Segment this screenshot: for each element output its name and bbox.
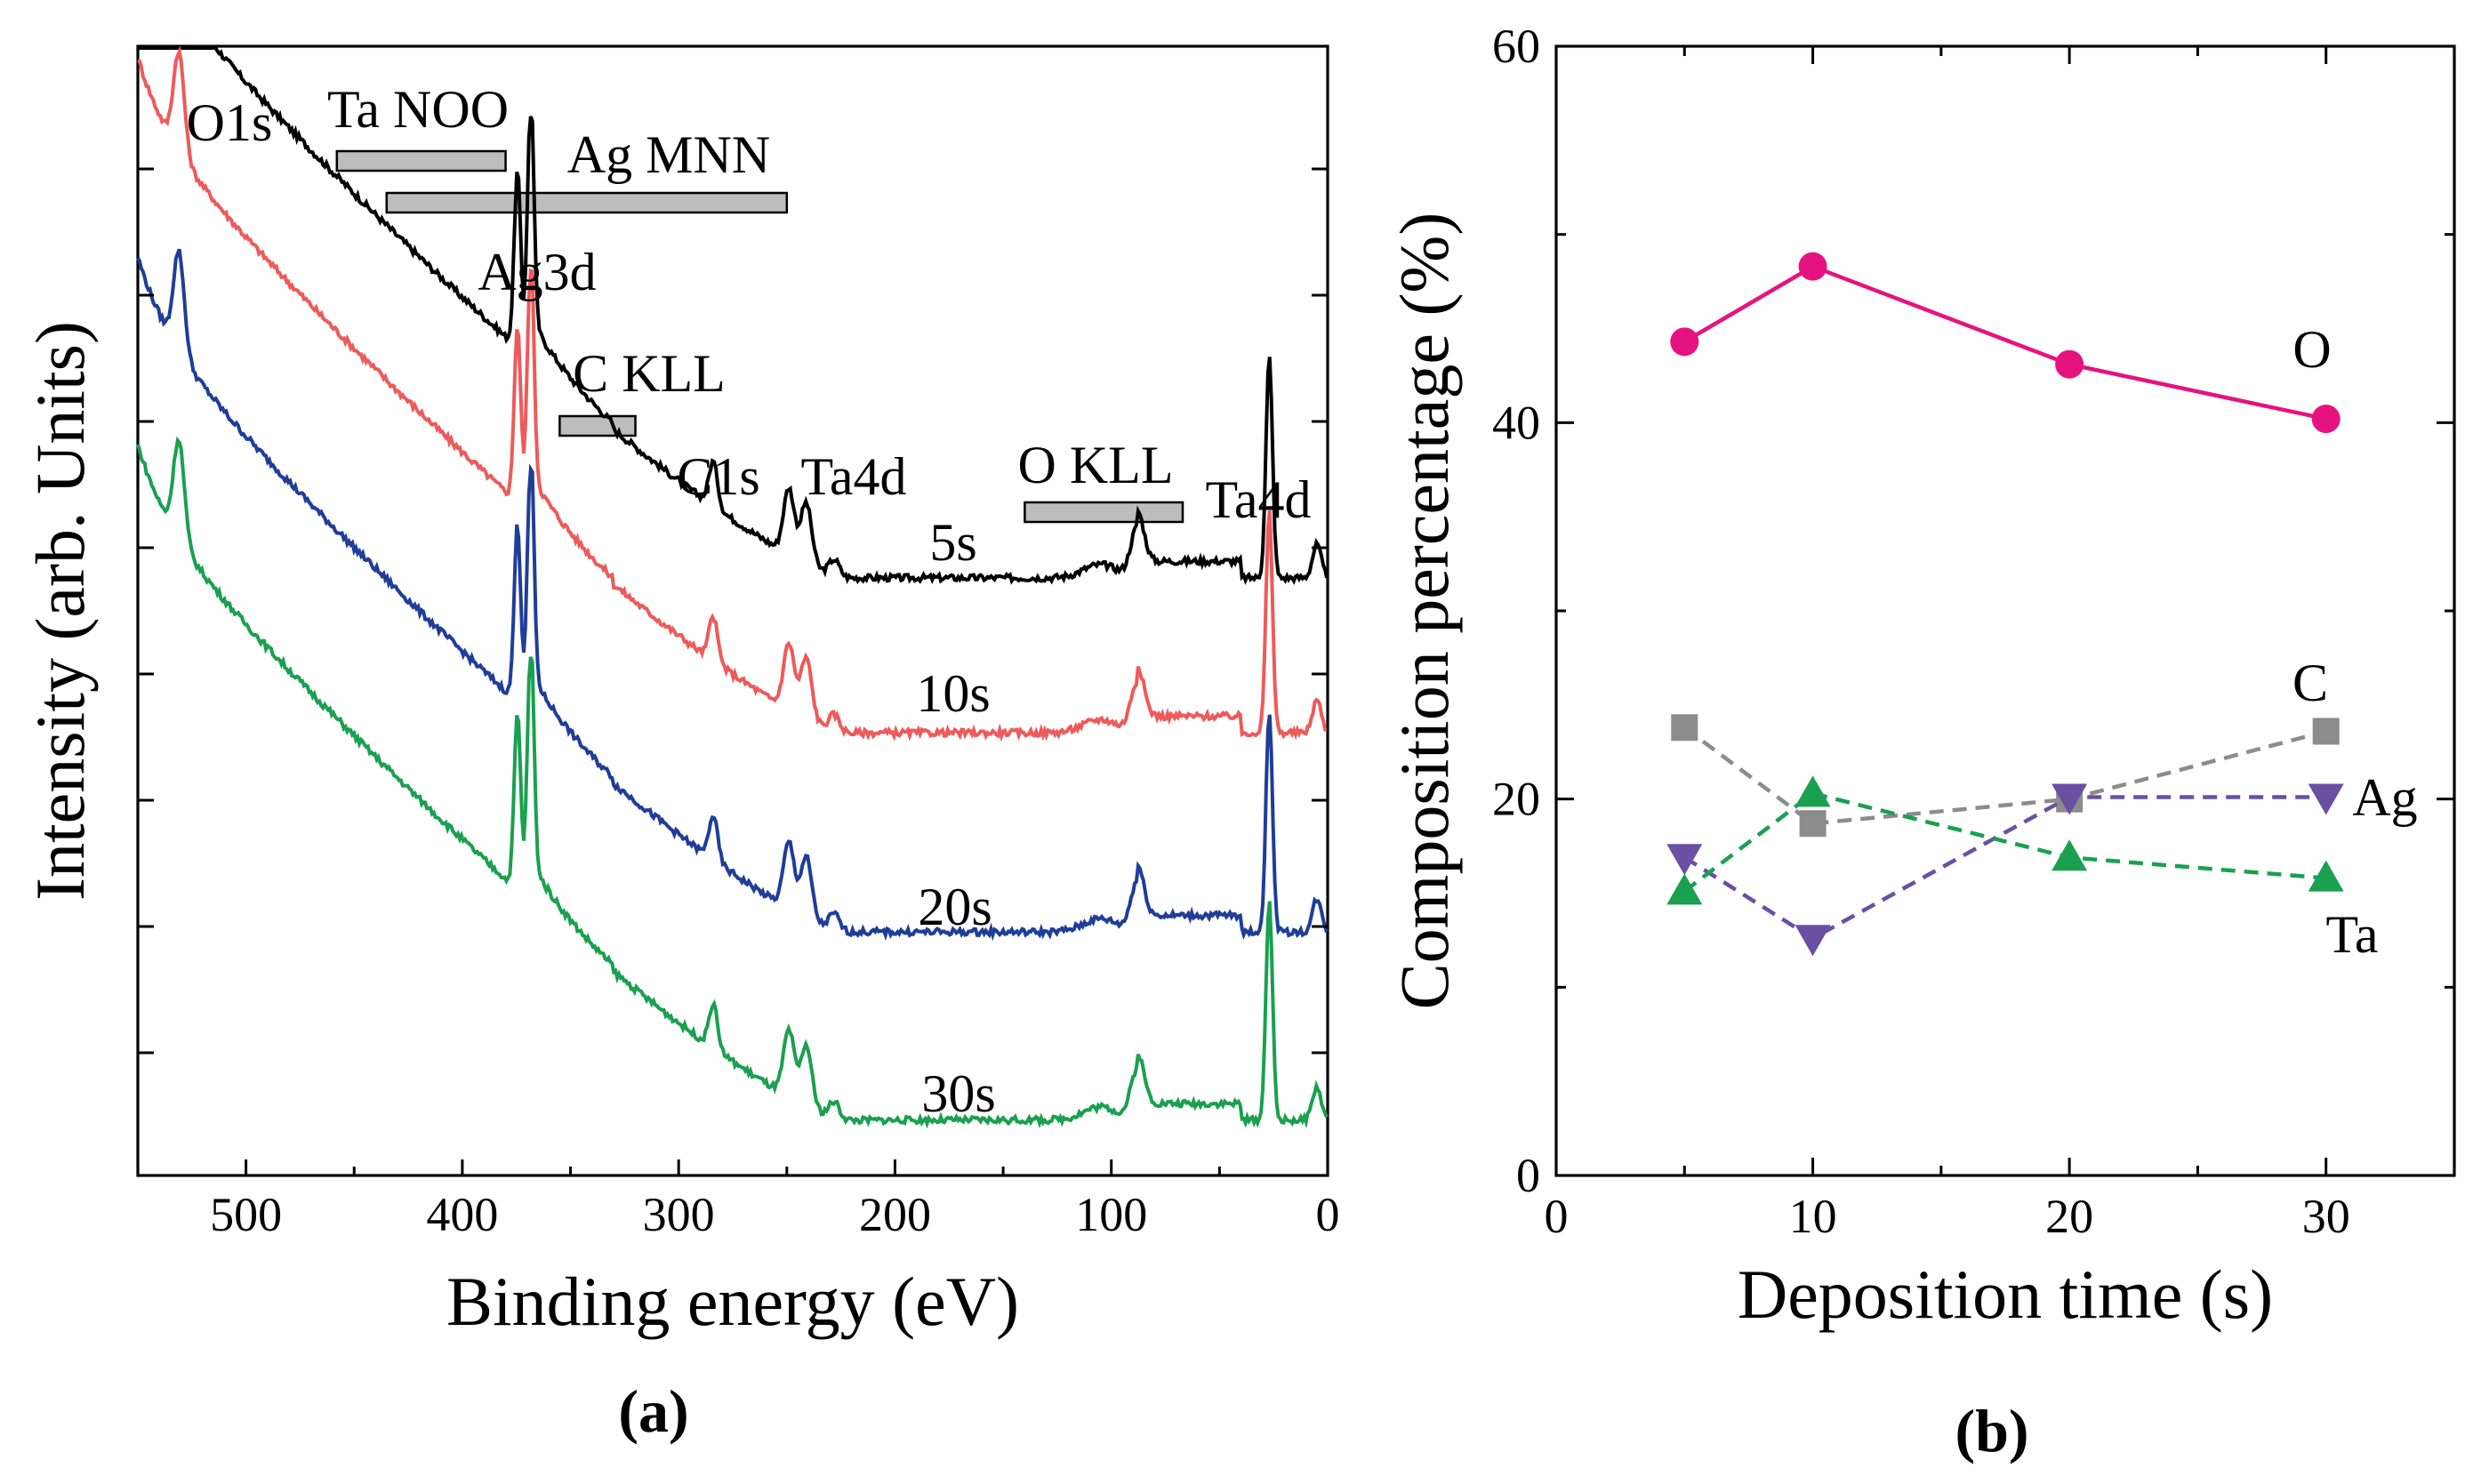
x-tick-label-a: 300 xyxy=(643,1188,715,1241)
series-label-O: O xyxy=(2292,320,2331,379)
x-axis-label-a: Binding energy (eV) xyxy=(446,1263,1019,1340)
series-label-20s: 20s xyxy=(918,878,992,936)
data-point-Ta xyxy=(2051,839,2088,871)
auger-label: Ta NOO xyxy=(327,80,509,139)
data-point-C xyxy=(1799,810,1827,838)
panel-label-a: (a) xyxy=(618,1377,688,1445)
series-label-5s: 5s xyxy=(929,513,976,572)
auger-label: C KLL xyxy=(573,344,726,403)
series-line-Ta xyxy=(1682,790,2326,894)
y-tick-label-b: 20 xyxy=(1492,773,1540,826)
data-point-Ta xyxy=(1666,873,1703,905)
auger-bar xyxy=(1024,501,1184,524)
composition-panel: 0 10 20 30 0 20 40 60 O C Ag Ta Deposition time (s… xyxy=(1385,20,2456,1464)
data-point-Ag xyxy=(2051,783,2088,815)
plot-b-frame xyxy=(1554,44,2456,1177)
peak-label: C1s xyxy=(677,447,759,506)
peak-label: Ta4d xyxy=(800,447,906,506)
x-tick-label-a: 500 xyxy=(210,1188,282,1241)
plot-a-frame xyxy=(136,44,1329,1177)
axis-ticks-b: 0 10 20 30 0 20 40 60 xyxy=(1492,20,2454,1243)
spectrum-10s xyxy=(137,45,1328,742)
panel-label-b: (b) xyxy=(1955,1397,2028,1464)
spectrum-20s xyxy=(136,248,1329,942)
auger-label: O KLL xyxy=(1018,436,1174,494)
x-tick-label-b: 20 xyxy=(2045,1190,2093,1243)
x-tick-label-b: 0 xyxy=(1545,1190,1569,1243)
peak-label: O1s xyxy=(187,93,273,152)
spectrum-traces: 5s 10s 20s 30s xyxy=(136,45,1329,1129)
data-point-Ag xyxy=(1666,844,1703,876)
xps-spectra-panel: Ta NOO Ag MNN C KLL O KLL 5s 10s 20s 30s 500 40… xyxy=(21,44,1340,1445)
data-point-O xyxy=(1670,327,1699,357)
data-point-O xyxy=(2311,405,2340,434)
spectrum-5s xyxy=(138,46,1329,585)
series-label-C: C xyxy=(2292,654,2328,712)
x-tick-label-b: 30 xyxy=(2302,1190,2350,1243)
data-point-O xyxy=(1798,252,1827,281)
data-point-Ag xyxy=(1795,925,1831,957)
x-axis-ticks-a: 500 400 300 200 100 0 xyxy=(136,1159,1340,1241)
y-tick-label-b: 40 xyxy=(1492,396,1540,449)
y-axis-label-b: Composition percentage (%) xyxy=(1385,213,1463,1010)
x-tick-label-a: 0 xyxy=(1316,1188,1340,1241)
auger-bar xyxy=(385,191,789,214)
y-tick-label-b: 0 xyxy=(1516,1149,1540,1202)
x-tick-label-a: 400 xyxy=(426,1188,498,1241)
composition-series: O C Ag Ta xyxy=(1666,252,2418,964)
auger-label: Ag MNN xyxy=(567,125,770,184)
data-point-Ta xyxy=(2308,860,2344,892)
y-axis-ticks-a xyxy=(138,167,1328,1055)
auger-range-bars: Ta NOO Ag MNN C KLL O KLL xyxy=(327,80,1184,524)
x-tick-label-a: 100 xyxy=(1075,1188,1147,1241)
peak-label: Ta4d xyxy=(1205,470,1311,529)
data-point-Ag xyxy=(2308,783,2344,815)
series-line-Ag xyxy=(1683,795,2326,941)
series-label-Ta: Ta xyxy=(2325,905,2378,964)
data-point-C xyxy=(1671,714,1698,742)
x-axis-label-b: Deposition time (s) xyxy=(1738,1255,2273,1333)
series-label-10s: 10s xyxy=(916,664,990,723)
peak-label: Ag3d xyxy=(478,243,596,301)
x-tick-label-a: 200 xyxy=(859,1188,931,1241)
y-axis-label-a: Intensity (arb. Units) xyxy=(21,321,99,901)
series-line-C xyxy=(1682,726,2327,826)
auger-bar xyxy=(558,414,637,437)
series-label-30s: 30s xyxy=(921,1064,995,1123)
x-tick-label-b: 10 xyxy=(1789,1190,1837,1243)
data-point-Ta xyxy=(1795,775,1831,807)
auger-bar xyxy=(335,149,507,172)
series-label-Ag: Ag xyxy=(2352,768,2417,827)
data-point-O xyxy=(2055,349,2084,379)
series-line-O xyxy=(1683,264,2327,421)
y-tick-label-b: 60 xyxy=(1492,20,1540,73)
data-point-C xyxy=(2312,718,2340,745)
peak-annotations: O1s Ag3d C1s Ta4d Ta4d xyxy=(187,93,1312,529)
spectrum-30s xyxy=(136,436,1329,1129)
